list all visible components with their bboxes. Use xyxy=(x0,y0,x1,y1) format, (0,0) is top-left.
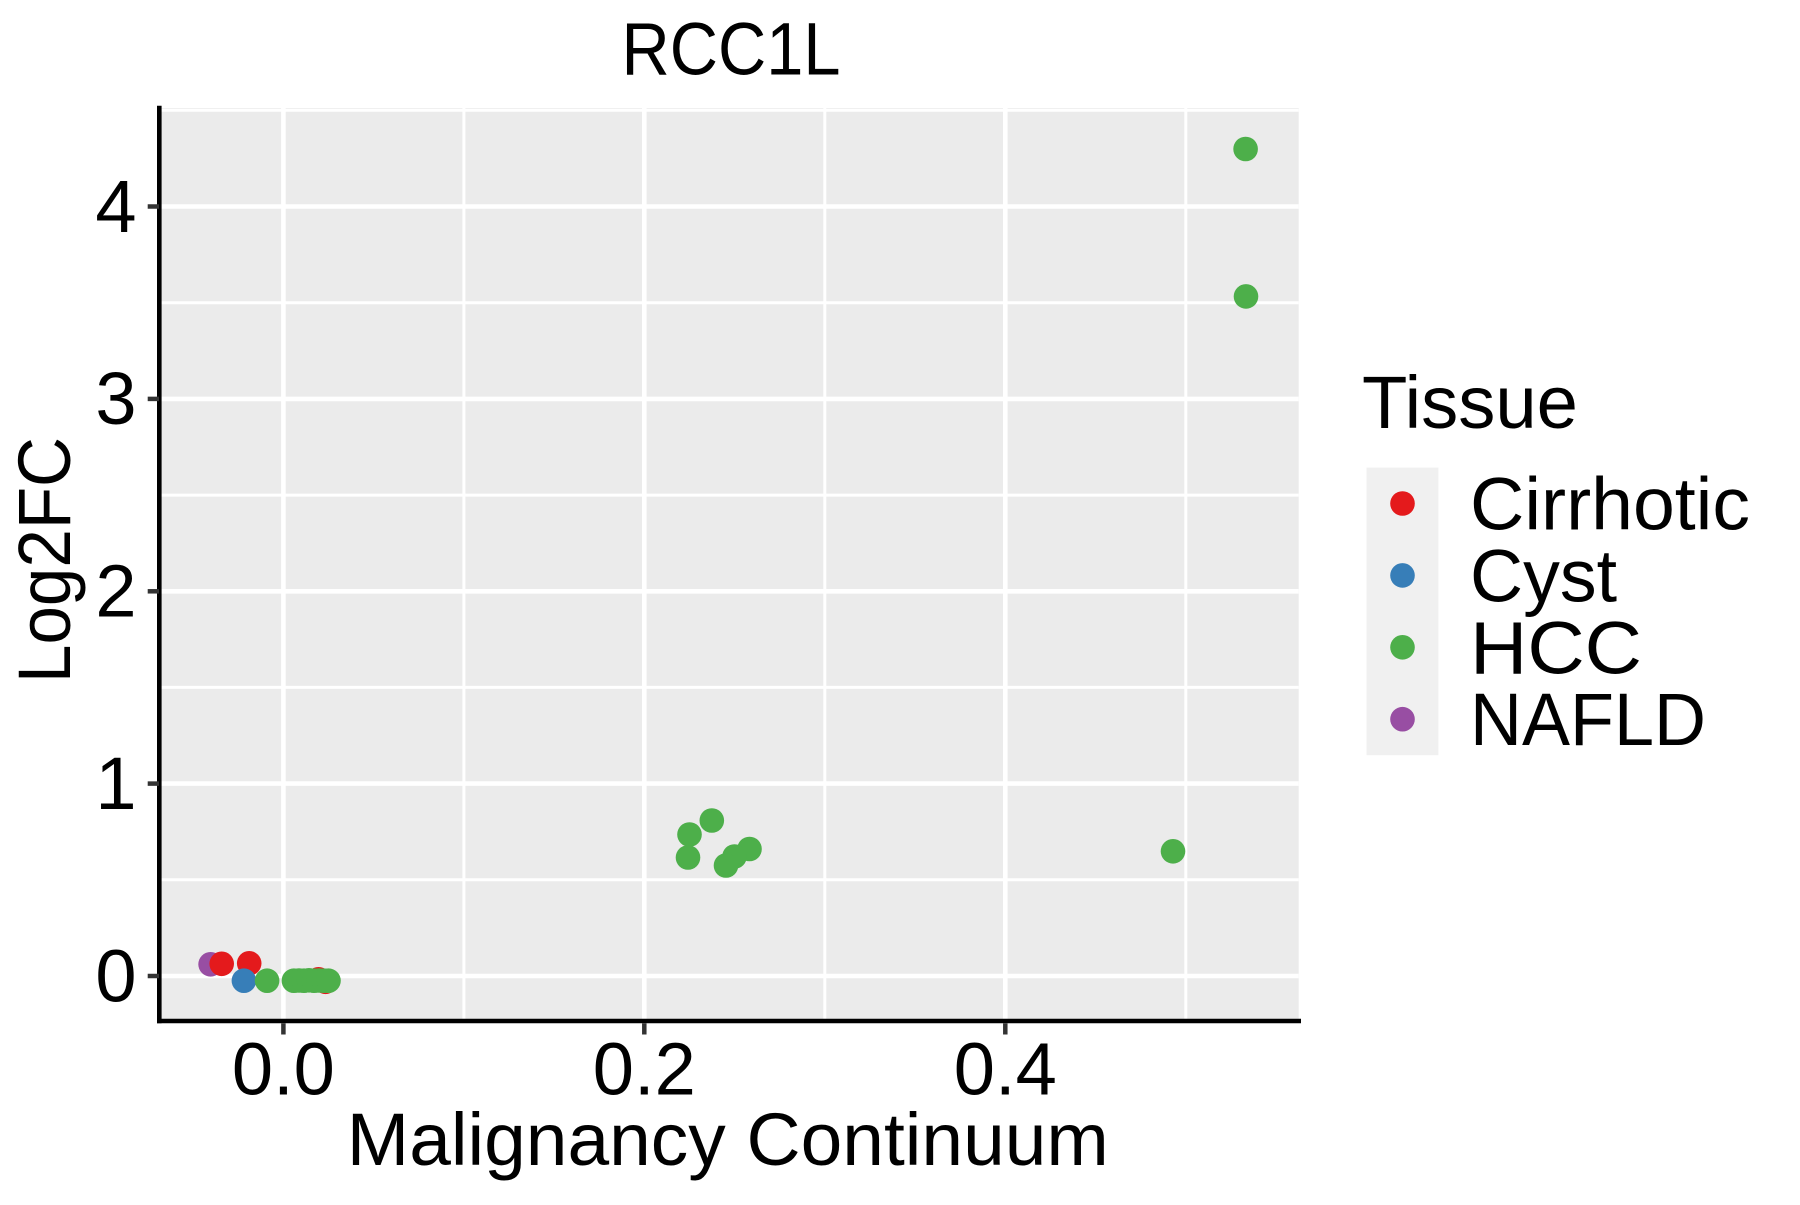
svg-text:4: 4 xyxy=(95,165,136,248)
svg-text:3: 3 xyxy=(95,357,136,440)
svg-text:RCC1L: RCC1L xyxy=(622,8,841,91)
svg-text:Cirrhotic: Cirrhotic xyxy=(1470,463,1750,546)
svg-text:0.0: 0.0 xyxy=(232,1028,335,1111)
svg-text:NAFLD: NAFLD xyxy=(1470,678,1706,761)
svg-text:HCC: HCC xyxy=(1470,606,1642,689)
svg-text:0: 0 xyxy=(95,934,136,1017)
svg-text:Cyst: Cyst xyxy=(1470,534,1617,617)
svg-text:0.4: 0.4 xyxy=(954,1028,1057,1111)
svg-text:Tissue: Tissue xyxy=(1362,361,1578,444)
svg-text:2: 2 xyxy=(95,550,136,633)
svg-text:Log2FC: Log2FC xyxy=(3,437,86,683)
svg-text:1: 1 xyxy=(95,742,136,825)
svg-text:Malignancy Continuum: Malignancy Continuum xyxy=(347,1098,1109,1181)
svg-text:0.2: 0.2 xyxy=(593,1028,696,1111)
